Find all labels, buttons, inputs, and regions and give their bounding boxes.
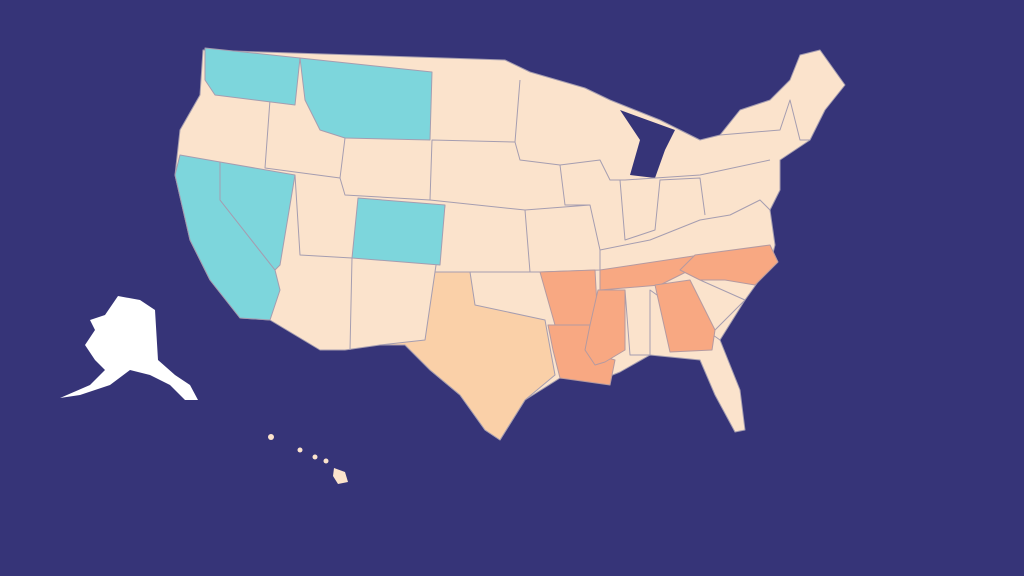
tennessee bbox=[599, 254, 701, 291]
texas bbox=[379, 271, 556, 441]
georgia bbox=[654, 279, 716, 353]
state-border bbox=[619, 177, 706, 241]
state-border bbox=[264, 99, 346, 179]
nevada bbox=[219, 161, 296, 271]
state-border bbox=[699, 279, 746, 331]
mississippi bbox=[584, 289, 626, 366]
hawaii bbox=[268, 434, 348, 484]
island bbox=[268, 434, 274, 440]
state-borders bbox=[264, 79, 810, 356]
state-border bbox=[559, 164, 590, 206]
state-border bbox=[294, 174, 353, 351]
state-border bbox=[599, 199, 771, 251]
island bbox=[297, 447, 303, 453]
island bbox=[323, 458, 329, 464]
state-border bbox=[719, 99, 810, 141]
state-border bbox=[470, 204, 601, 273]
colorado bbox=[351, 197, 446, 266]
great-lakes bbox=[620, 110, 675, 178]
island bbox=[312, 454, 318, 460]
alaska bbox=[60, 296, 198, 400]
north-carolina bbox=[679, 244, 779, 286]
island bbox=[333, 468, 348, 484]
state-border bbox=[339, 79, 521, 201]
montana bbox=[299, 57, 433, 141]
state-border bbox=[514, 141, 771, 181]
